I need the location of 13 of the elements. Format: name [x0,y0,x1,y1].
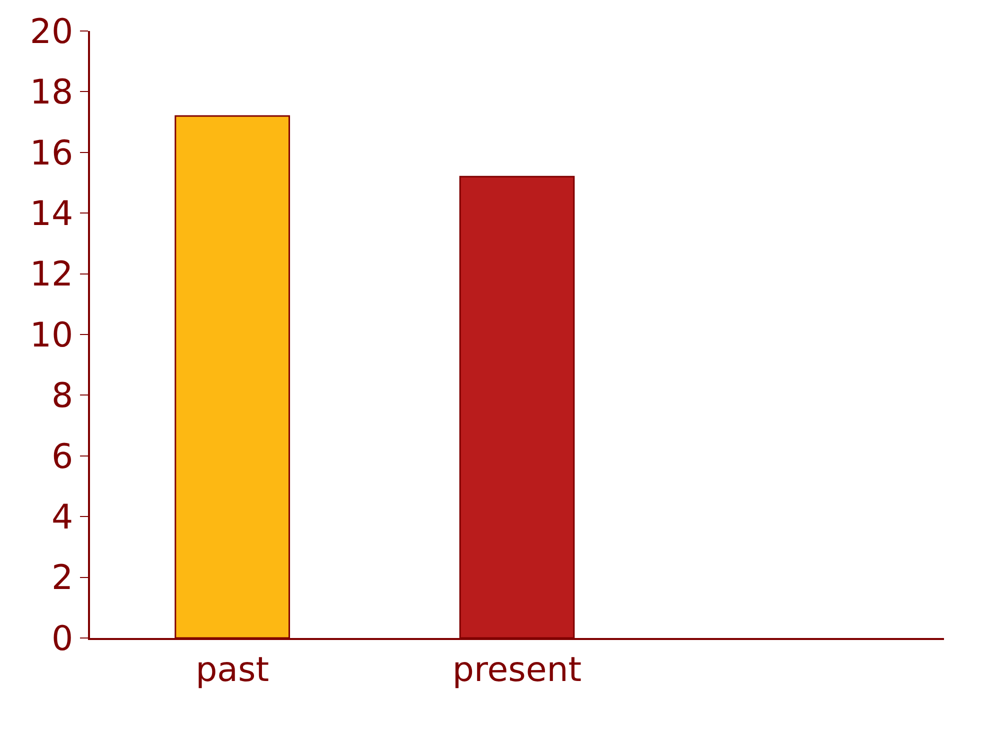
y-tick-label: 6 [52,436,74,477]
y-tick-label: 20 [30,12,74,52]
y-tick-label: 18 [30,72,74,113]
y-tick-label: 14 [30,194,74,234]
x-tick-label: present [452,650,582,690]
y-tick-label: 12 [30,254,74,295]
x-tick-label: past [196,650,270,690]
y-tick-label: 4 [52,498,74,538]
y-tick-label: 10 [30,315,74,356]
y-tick-label: 2 [52,558,74,598]
y-tick-label: 8 [52,376,74,416]
y-tick-label: 16 [30,133,74,174]
y-tick-label: 0 [52,618,74,659]
